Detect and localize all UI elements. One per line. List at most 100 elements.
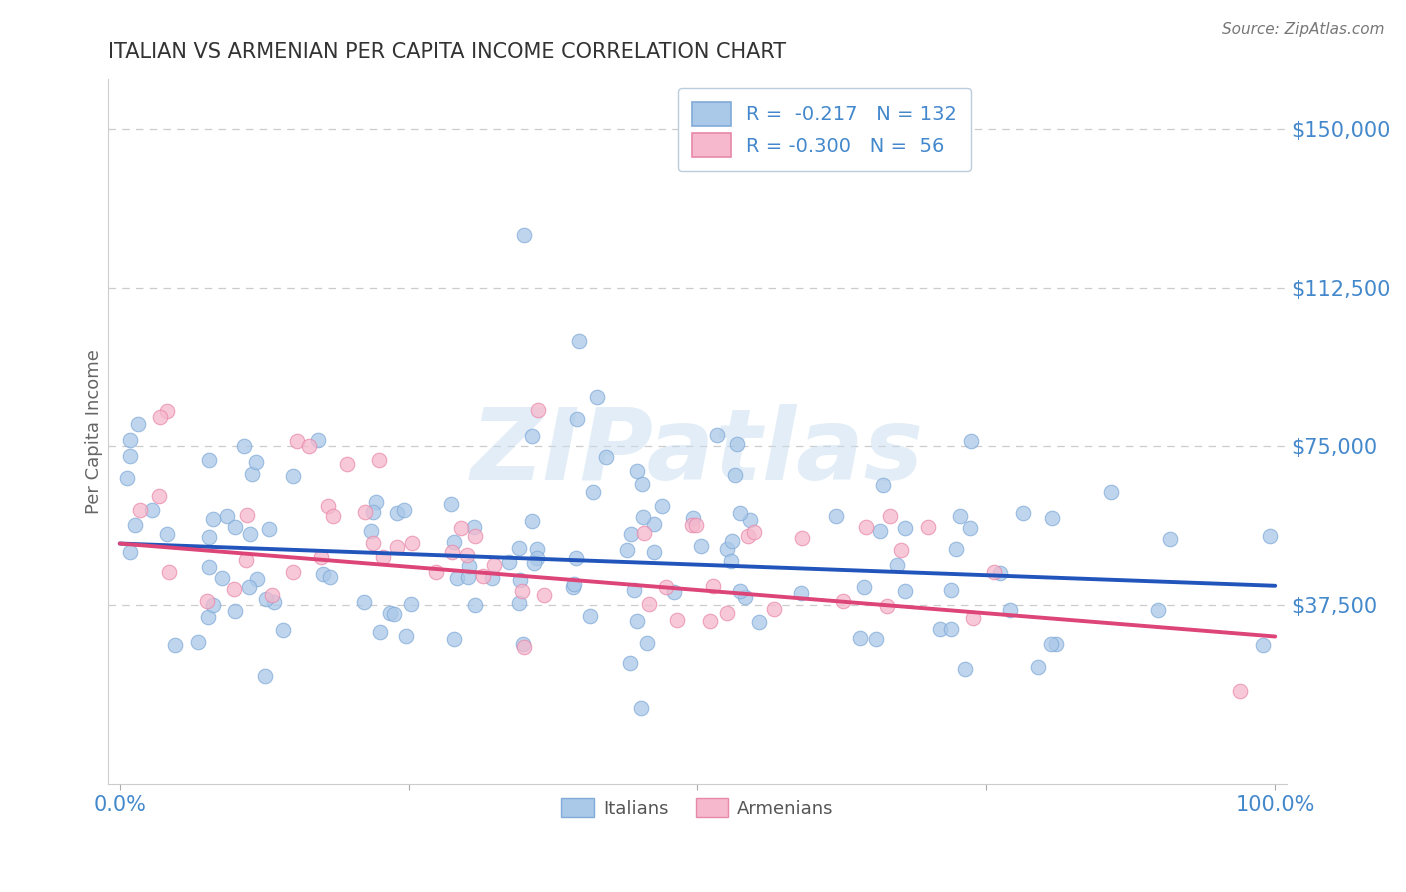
Point [706, 428, 728, 442]
Point [224, 519, 246, 533]
Point [127, 417, 149, 431]
Point [238, 580, 260, 594]
Point [508, 596, 530, 610]
Point [298, 439, 321, 453]
Point [387, 506, 409, 520]
Point [959, 520, 981, 534]
Point [630, 701, 652, 715]
Point [464, 599, 486, 613]
Point [321, 508, 343, 523]
Point [159, 566, 181, 580]
Point [865, 632, 887, 646]
Point [202, 598, 225, 612]
Point [239, 526, 262, 541]
Point [309, 550, 332, 565]
Point [742, 525, 765, 540]
Legend: Italians, Armenians: Italians, Armenians [554, 791, 841, 825]
Y-axis label: Per Capita Income: Per Capita Income [86, 349, 103, 514]
Point [690, 539, 713, 553]
Point [998, 603, 1021, 617]
Point [120, 449, 142, 463]
Point [464, 529, 486, 543]
Point [582, 484, 605, 499]
Point [373, 549, 395, 564]
Point [702, 579, 724, 593]
Point [401, 535, 423, 549]
Point [988, 566, 1011, 580]
Point [271, 623, 294, 637]
Point [631, 476, 654, 491]
Point [232, 439, 254, 453]
Point [737, 529, 759, 543]
Point [336, 457, 359, 471]
Point [959, 434, 981, 448]
Text: ZIPatlas: ZIPatlas [471, 404, 924, 501]
Point [716, 542, 738, 557]
Point [443, 535, 465, 549]
Point [562, 581, 585, 595]
Point [616, 542, 638, 557]
Point [533, 588, 555, 602]
Point [872, 478, 894, 492]
Text: ITALIAN VS ARMENIAN PER CAPITA INCOME CORRELATION CHART: ITALIAN VS ARMENIAN PER CAPITA INCOME CO… [108, 42, 786, 62]
Point [520, 514, 543, 528]
Point [730, 583, 752, 598]
Point [382, 607, 405, 621]
Point [364, 495, 387, 509]
Point [1258, 529, 1281, 543]
Point [665, 614, 688, 628]
Point [187, 635, 209, 649]
Point [1146, 603, 1168, 617]
Point [484, 558, 506, 572]
Point [1099, 484, 1122, 499]
Point [260, 588, 283, 602]
Point [148, 489, 170, 503]
Point [1045, 637, 1067, 651]
Point [353, 595, 375, 609]
Point [685, 517, 707, 532]
Point [283, 469, 305, 483]
Point [446, 570, 468, 584]
Point [285, 434, 308, 448]
Point [1026, 659, 1049, 673]
Point [380, 606, 402, 620]
Point [257, 522, 280, 536]
Point [619, 656, 641, 670]
Point [929, 622, 952, 636]
Point [724, 468, 747, 483]
Point [730, 506, 752, 520]
Point [949, 509, 972, 524]
Point [568, 334, 591, 348]
Point [855, 520, 877, 534]
Point [319, 570, 342, 584]
Point [316, 499, 339, 513]
Point [526, 403, 548, 417]
Point [699, 614, 721, 628]
Point [879, 508, 901, 523]
Point [472, 569, 495, 583]
Point [387, 541, 409, 555]
Point [631, 510, 654, 524]
Point [748, 615, 770, 629]
Point [197, 593, 219, 607]
Point [725, 436, 748, 450]
Point [361, 536, 384, 550]
Point [401, 597, 423, 611]
Point [890, 543, 912, 558]
Point [876, 599, 898, 613]
Point [633, 526, 655, 541]
Point [720, 554, 742, 568]
Point [1251, 638, 1274, 652]
Point [762, 601, 785, 615]
Point [513, 640, 536, 654]
Point [263, 594, 285, 608]
Point [849, 631, 872, 645]
Point [440, 544, 463, 558]
Point [120, 433, 142, 447]
Point [440, 497, 463, 511]
Point [368, 453, 391, 467]
Point [197, 560, 219, 574]
Point [156, 404, 179, 418]
Point [790, 586, 813, 600]
Point [886, 558, 908, 572]
